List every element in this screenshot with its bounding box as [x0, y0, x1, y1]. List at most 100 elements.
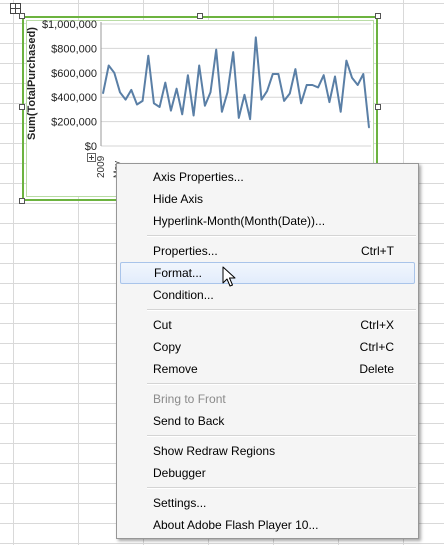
menu-item-settings[interactable]: Settings... [119, 492, 416, 514]
menu-item-label: Remove [153, 362, 198, 376]
resize-handle-top[interactable] [197, 13, 203, 19]
menu-item-hyperlink-month-month-date[interactable]: Hyperlink-Month(Month(Date))... [119, 210, 416, 232]
menu-item-label: Condition... [153, 288, 214, 302]
data-point [119, 91, 121, 93]
data-point [357, 84, 359, 86]
data-point [260, 99, 263, 101]
data-point [328, 101, 330, 103]
menu-separator [147, 383, 416, 385]
data-point [187, 74, 189, 76]
menu-item-label: Send to Back [153, 414, 225, 428]
menu-item-condition[interactable]: Condition... [119, 284, 416, 306]
data-point [340, 111, 342, 113]
resize-handle-top-right[interactable] [375, 13, 381, 19]
data-point [311, 84, 314, 86]
menu-item-copy[interactable]: Copy Ctrl+C [119, 336, 416, 358]
menu-item-label: Hide Axis [153, 192, 204, 206]
y-tick-label: $0 [85, 141, 97, 153]
resize-handle-top-left[interactable] [19, 13, 25, 19]
menu-item-about-adobe-flash-player-10[interactable]: About Adobe Flash Player 10... [119, 514, 416, 536]
data-point [334, 75, 336, 78]
data-point [351, 77, 353, 79]
data-point [192, 114, 195, 117]
data-point [323, 74, 325, 76]
data-point [198, 64, 200, 67]
data-point [164, 81, 166, 84]
resize-handle-right[interactable] [375, 104, 381, 110]
menu-item-hide-axis[interactable]: Hide Axis [119, 188, 416, 210]
menu-item-format[interactable]: Format... [120, 262, 415, 284]
menu-item-label: Hyperlink-Month(Month(Date))... [153, 214, 326, 228]
data-point [255, 36, 257, 39]
menu-item-debugger[interactable]: Debugger [119, 462, 416, 484]
data-point [232, 51, 234, 53]
menu-item-label: Debugger [153, 466, 206, 480]
data-point [362, 73, 364, 75]
line-chart[interactable]: $0 $200,000 $400,000 $600,000 $800,000 $1,000… [0, 0, 444, 210]
menu-item-label: Settings... [153, 496, 207, 510]
move-handle-icon[interactable] [10, 3, 21, 14]
menu-item-label: Bring to Front [153, 392, 226, 406]
resize-handle-bottom-left[interactable] [19, 198, 25, 204]
data-point [368, 127, 370, 129]
menu-separator [147, 435, 416, 437]
data-point [238, 117, 240, 119]
y-tick-label: $600,000 [51, 68, 97, 80]
menu-item-shortcut: Ctrl+C [359, 340, 394, 354]
menu-item-remove[interactable]: Remove Delete [119, 358, 416, 380]
y-tick-label: $400,000 [51, 92, 97, 104]
data-point [294, 68, 297, 70]
data-point [175, 88, 178, 90]
menu-item-shortcut: Ctrl+X [360, 318, 394, 332]
data-point [136, 103, 138, 106]
menu-item-send-to-back[interactable]: Send to Back [119, 410, 416, 432]
menu-item-cut[interactable]: Cut Ctrl+X [119, 314, 416, 336]
data-point [317, 86, 319, 89]
data-point [306, 84, 308, 86]
data-point [130, 89, 132, 91]
menu-item-label: Copy [153, 340, 182, 354]
data-point [142, 100, 144, 102]
data-point [158, 106, 161, 108]
data-point [345, 60, 347, 62]
menu-separator [147, 487, 416, 489]
data-point [113, 72, 115, 74]
y-axis-title[interactable]: Sum(TotalPurchased) [26, 27, 38, 141]
menu-item-axis-properties[interactable]: Axis Properties... [119, 166, 416, 188]
y-tick-label: $200,000 [51, 117, 97, 129]
data-point [215, 49, 217, 51]
menu-item-label: Properties... [153, 244, 218, 258]
data-point [249, 118, 251, 120]
data-point [170, 110, 172, 112]
menu-item-bring-to-front: Bring to Front [119, 388, 416, 410]
data-point [243, 94, 246, 96]
data-point [226, 91, 229, 93]
y-tick-label: $1,000,000 [42, 19, 97, 31]
context-menu: Axis Properties... Hide Axis Hyperlink-Mon… [116, 163, 419, 539]
data-point [300, 102, 302, 104]
data-point [102, 92, 104, 95]
expand-axis-icon[interactable] [87, 153, 96, 162]
data-point [204, 105, 206, 107]
series-line[interactable] [102, 36, 370, 128]
y-tick-label: $800,000 [51, 43, 97, 55]
mouse-cursor-icon [222, 266, 236, 287]
data-point [108, 64, 110, 67]
data-point [125, 99, 127, 101]
data-point [221, 111, 223, 113]
menu-item-shortcut: Delete [359, 362, 394, 376]
data-point [289, 92, 291, 95]
menu-item-show-redraw-regions[interactable]: Show Redraw Regions [119, 440, 416, 462]
x-axis-year-label: 2009 [96, 155, 107, 178]
data-point [277, 73, 280, 75]
menu-item-properties[interactable]: Properties... Ctrl+T [119, 240, 416, 262]
resize-handle-left[interactable] [19, 104, 25, 110]
menu-item-label: Axis Properties... [153, 170, 244, 184]
menu-item-label: About Adobe Flash Player 10... [153, 518, 319, 532]
data-point [266, 90, 268, 92]
data-point [181, 113, 183, 115]
menu-item-label: Show Redraw Regions [153, 444, 276, 458]
menu-separator [147, 309, 416, 311]
menu-item-label: Format... [154, 266, 203, 280]
data-point [272, 73, 274, 75]
